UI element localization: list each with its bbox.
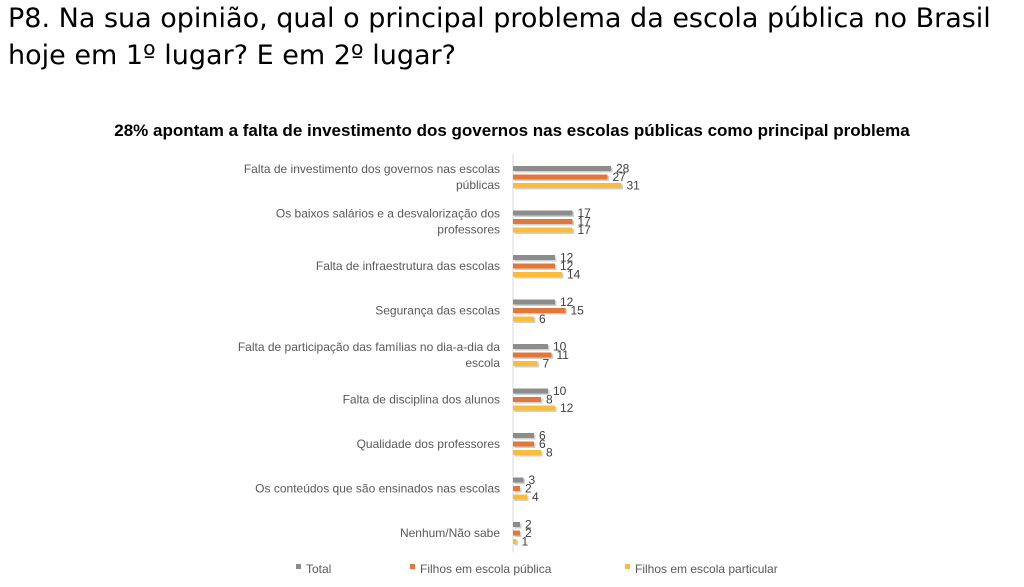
- bar-publica: [513, 441, 534, 447]
- legend-swatch: [625, 564, 630, 569]
- data-label: 31: [627, 179, 641, 193]
- data-label: 4: [532, 490, 539, 504]
- bar-publica: [513, 352, 552, 358]
- bar-total: [513, 477, 524, 483]
- bar-particular: [513, 361, 538, 366]
- data-label: 10: [553, 340, 567, 354]
- bar-total: [513, 210, 573, 216]
- bar-publica: [513, 263, 555, 269]
- data-label: 2: [525, 518, 532, 532]
- data-label: 6: [539, 437, 546, 451]
- bar-total: [513, 522, 520, 527]
- data-label: 14: [567, 268, 581, 282]
- bar-particular: [513, 183, 622, 188]
- data-label: 17: [578, 223, 592, 237]
- bar-total: [513, 255, 555, 260]
- bar-particular: [513, 494, 527, 500]
- bar-particular: [513, 450, 541, 455]
- data-label: 6: [539, 429, 546, 443]
- legend-label: Filhos em escola particular: [635, 562, 778, 576]
- bar-total: [513, 388, 548, 394]
- category-label: Qualidade dos professores: [357, 437, 500, 451]
- category-label: Os conteúdos que são ensinados nas escol…: [255, 482, 500, 496]
- bar-total: [513, 166, 611, 171]
- bar-total: [513, 433, 534, 438]
- bar-particular: [513, 227, 573, 233]
- category-label: Falta de investimento dos governos nas e…: [244, 162, 500, 176]
- data-label: 8: [546, 446, 553, 460]
- category-label: Falta de participação das famílias no di…: [238, 340, 500, 354]
- bar-total: [513, 344, 548, 349]
- data-label: 12: [560, 401, 574, 415]
- bar-publica: [513, 219, 573, 224]
- data-label: 17: [578, 215, 592, 229]
- data-label: 2: [525, 526, 532, 540]
- data-label: 17: [578, 206, 592, 220]
- chart-title: 28% apontam a falta de investimento dos …: [114, 121, 910, 140]
- legend-swatch: [296, 564, 301, 569]
- category-label: públicas: [456, 178, 500, 192]
- bar-publica: [513, 530, 520, 536]
- bar-particular: [513, 316, 534, 322]
- data-label: 2: [525, 482, 532, 496]
- data-label: 10: [553, 384, 567, 398]
- bar-publica: [513, 174, 608, 180]
- bar-particular: [513, 539, 517, 544]
- category-label: Nenhum/Não sabe: [400, 526, 500, 540]
- data-label: 1: [522, 535, 529, 549]
- data-label: 7: [543, 357, 550, 371]
- category-label: Falta de infraestrutura das escolas: [316, 259, 500, 273]
- data-label: 27: [613, 170, 627, 184]
- data-label: 11: [557, 348, 570, 362]
- data-label: 12: [560, 259, 574, 273]
- category-label: escola: [465, 356, 500, 370]
- data-label: 28: [616, 162, 630, 176]
- data-label: 3: [529, 473, 536, 487]
- category-label: Falta de disciplina dos alunos: [343, 393, 500, 407]
- bar-publica: [513, 397, 541, 402]
- data-label: 15: [571, 304, 585, 318]
- bar-particular: [513, 405, 555, 411]
- data-label: 12: [560, 251, 574, 265]
- category-label: professores: [437, 223, 500, 237]
- bar-publica: [513, 486, 520, 491]
- question-title: P8. Na sua opinião, qual o principal pro…: [8, 3, 991, 71]
- data-label: 12: [560, 295, 574, 309]
- legend-label: Total: [306, 562, 331, 576]
- legend-swatch: [410, 564, 415, 569]
- legend-label: Filhos em escola pública: [420, 562, 552, 576]
- category-label: Os baixos salários e a desvalorização do…: [276, 207, 500, 221]
- category-label: Segurança das escolas: [375, 304, 500, 318]
- bar-publica: [513, 308, 566, 313]
- data-label: 8: [546, 393, 553, 407]
- bar-total: [513, 299, 555, 305]
- bar-particular: [513, 272, 562, 277]
- data-label: 6: [539, 312, 546, 326]
